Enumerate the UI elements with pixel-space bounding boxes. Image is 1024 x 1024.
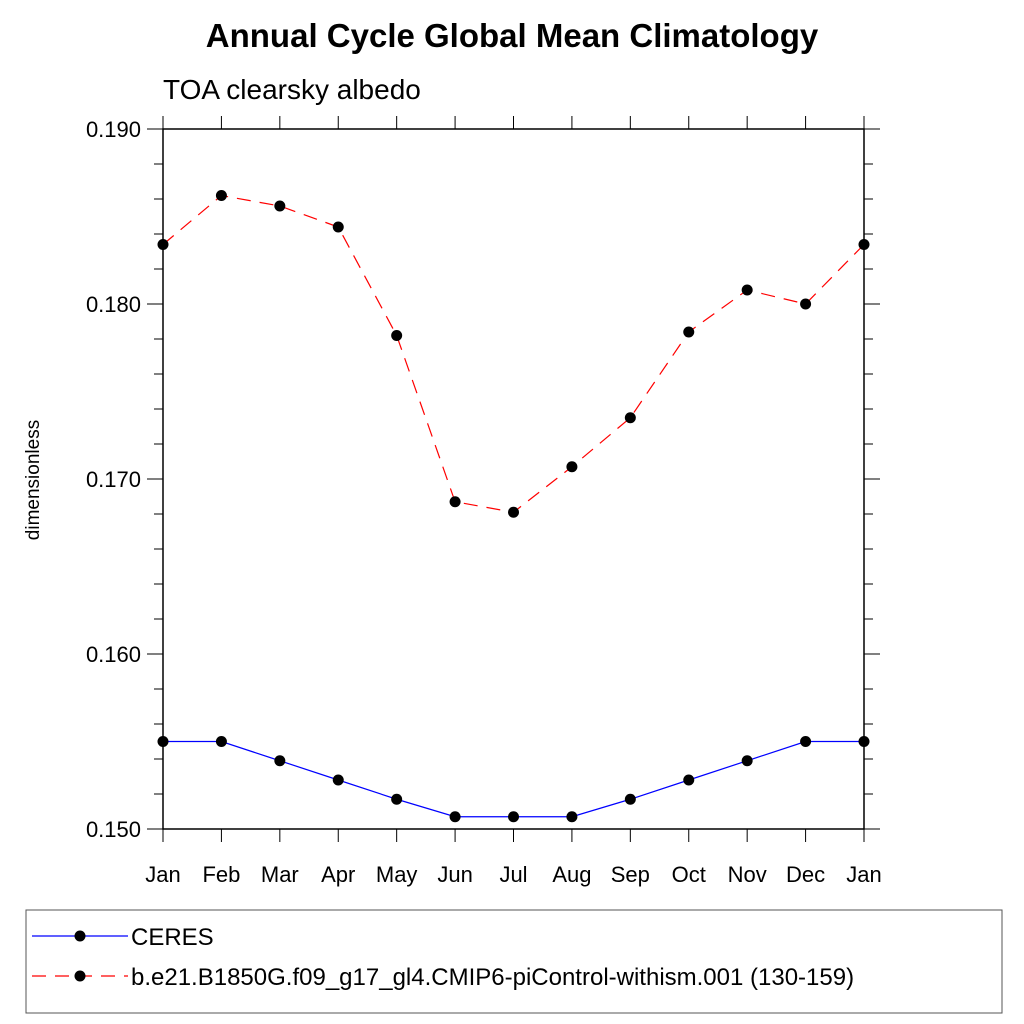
series-2-point (332, 221, 344, 233)
series-1-point (624, 793, 636, 805)
series-line-1 (163, 740, 864, 818)
y-axis-label: dimensionless (23, 420, 44, 540)
series-1-point (215, 736, 227, 747)
x-tick-label: Jan (846, 862, 881, 887)
x-tick-label: Jan (145, 862, 180, 887)
legend-label-1: CERES (131, 924, 214, 951)
series-2-point (741, 284, 753, 296)
x-tick-label: Mar (261, 862, 299, 887)
series-2-point (449, 496, 461, 508)
legend-box (25, 909, 1003, 1014)
legend-items: CERES b.e21.B1850G.f09_g17_gl4.CMIP6-piCo… (32, 924, 854, 991)
series-2-point (391, 330, 403, 341)
legend: CERES b.e21.B1850G.f09_g17_gl4.CMIP6-piCo… (25, 909, 1003, 1014)
legend-label-2: b.e21.B1850G.f09_g17_gl4.CMIP6-piControl… (131, 964, 854, 991)
series-1-point (566, 811, 578, 823)
y-tick-label: 0.160 (86, 642, 141, 667)
series-1-point (800, 736, 812, 747)
x-tick-label: Dec (786, 862, 825, 887)
x-tick-label: Jun (437, 862, 472, 887)
series-2-point (274, 200, 286, 212)
x-tick-label: Nov (728, 862, 767, 887)
series-1-point (858, 736, 870, 747)
legend-marker-1 (74, 930, 86, 942)
series-2-point (624, 412, 636, 424)
x-tick-label: Apr (321, 862, 355, 887)
x-tick-label: Aug (552, 862, 591, 887)
series-2-point (683, 326, 695, 338)
x-axis-ticks: Jan Feb Mar Apr May Jun Jul Aug Sep Oct Nov Dec Jan (145, 116, 882, 887)
series-1-point (274, 755, 286, 767)
x-tick-label: Sep (611, 862, 650, 887)
series-2-point (800, 298, 812, 310)
series-1-point (332, 774, 344, 786)
y-axis-ticks: 0.150 0.160 0.170 0.180 0.190 (86, 117, 880, 842)
series-2-point (566, 461, 578, 473)
series-layer (157, 190, 870, 823)
series-1-point (683, 774, 695, 786)
series-line-2 (162, 194, 865, 513)
y-tick-label: 0.150 (86, 817, 141, 842)
series-1-point (391, 793, 403, 805)
series-2-point (215, 190, 227, 201)
series-1-point (741, 755, 753, 767)
y-tick-label: 0.190 (86, 117, 141, 142)
x-tick-label: Jul (499, 862, 527, 887)
series-1-point (508, 811, 519, 823)
series-2-point (858, 239, 870, 250)
x-tick-label: Oct (672, 862, 706, 887)
y-tick-label: 0.170 (86, 467, 141, 492)
y-tick-label: 0.180 (86, 292, 141, 317)
series-1-point (449, 811, 461, 823)
x-tick-label: May (376, 862, 418, 887)
series-1-point (157, 736, 169, 747)
legend-marker-2 (74, 970, 86, 982)
series-2-point (508, 506, 519, 518)
x-tick-label: Feb (202, 862, 240, 887)
plot-frame (162, 128, 865, 830)
chart-title: Annual Cycle Global Mean Climatology (206, 17, 819, 54)
series-2-point (157, 239, 169, 250)
chart-subtitle: TOA clearsky albedo (163, 74, 421, 105)
